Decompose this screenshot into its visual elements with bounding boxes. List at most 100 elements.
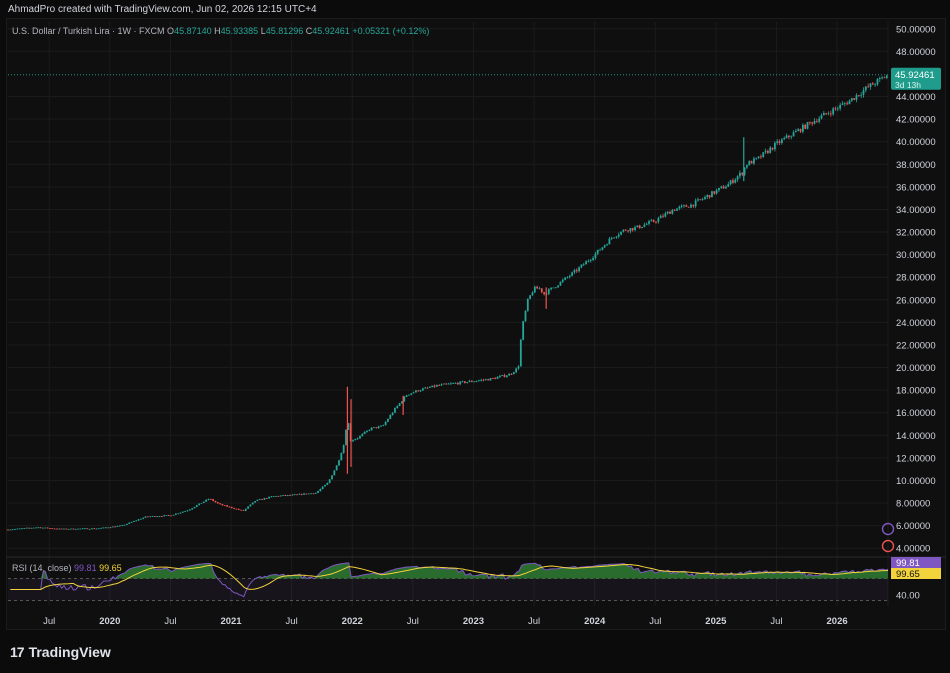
candle-body — [396, 405, 399, 409]
candle-body — [669, 211, 671, 214]
candle-body — [666, 211, 669, 214]
candle-body — [864, 86, 867, 91]
candle-body — [193, 506, 196, 509]
candle-body — [764, 150, 767, 153]
candle-body — [109, 527, 112, 529]
chart-area[interactable] — [6, 18, 946, 630]
candle-body — [725, 186, 727, 189]
rsi-axis-level: 40.00 — [896, 591, 920, 602]
y-axis-label: 34.00000 — [896, 205, 936, 216]
candle-body — [214, 500, 217, 503]
candle-body — [629, 228, 632, 232]
y-axis-label: 48.00000 — [896, 47, 936, 58]
candle-body — [801, 124, 804, 132]
candle-body — [356, 438, 359, 440]
candle-body — [874, 84, 877, 86]
candle-body — [741, 172, 744, 175]
candle-body — [93, 528, 96, 530]
candle-body — [100, 527, 103, 529]
event-marker-icon — [881, 522, 895, 536]
candle-body — [678, 206, 681, 209]
candle-body — [408, 394, 410, 396]
candle-body — [517, 366, 520, 369]
candle-body — [77, 528, 79, 530]
candle-body — [202, 501, 205, 503]
candle-body — [431, 385, 434, 388]
candle-body — [505, 375, 508, 377]
candle-body — [177, 513, 180, 515]
candle-body — [808, 122, 811, 123]
candle-body — [739, 172, 741, 177]
candle-body — [9, 529, 12, 531]
candle-body — [51, 528, 54, 530]
candle-body — [529, 295, 532, 299]
candle-body — [195, 505, 198, 507]
candle-body — [690, 204, 692, 208]
candle-body — [88, 528, 91, 530]
candle-body — [377, 426, 380, 429]
candle-body — [300, 493, 303, 495]
x-axis-label: 2024 — [584, 616, 606, 627]
symbol-legend[interactable]: U.S. Dollar / Turkish Lira · 1W · FXCM O… — [12, 26, 429, 36]
candle-body — [755, 157, 758, 159]
candle-body — [81, 528, 84, 530]
candle-body — [787, 135, 790, 137]
candle-body — [608, 238, 611, 245]
candle-body — [794, 130, 797, 133]
candle-body — [7, 529, 9, 531]
y-axis-label: 12.00000 — [896, 453, 936, 464]
candle-body — [732, 180, 734, 183]
candle-body — [575, 270, 578, 272]
candle-body — [247, 506, 249, 509]
candle-body — [144, 516, 147, 518]
candle-body — [727, 184, 730, 187]
candle-body — [270, 496, 273, 498]
candle-body — [151, 516, 154, 517]
tradingview-logo[interactable]: 17 TradingView — [10, 644, 111, 660]
candle-body — [333, 470, 336, 476]
candle-body — [221, 504, 224, 506]
candle-body — [340, 453, 343, 461]
candle-body — [433, 385, 436, 387]
candle-body — [132, 520, 135, 522]
candle-body — [843, 103, 846, 105]
candle-body — [188, 509, 191, 511]
candle-body — [862, 90, 865, 95]
candle-body — [734, 179, 737, 183]
candle-body — [829, 113, 832, 115]
candle-body — [230, 506, 233, 509]
candle-body — [46, 527, 49, 529]
candle-body — [422, 388, 424, 391]
candle-body — [613, 237, 615, 239]
rsi-legend[interactable]: RSI (14, close) 99.81 99.65 — [12, 563, 122, 573]
candle-body — [631, 228, 634, 231]
candle-body — [456, 382, 459, 385]
candle-body — [540, 288, 543, 293]
candle-body — [298, 493, 301, 495]
candle-body — [718, 187, 720, 191]
candle-body — [515, 368, 518, 373]
candle-body — [683, 205, 685, 207]
y-axis-label: 14.00000 — [896, 431, 936, 442]
candle-body — [641, 226, 643, 229]
candle-body — [338, 460, 340, 466]
candle-body — [773, 142, 776, 150]
candle-body — [146, 516, 149, 518]
candle-body — [818, 118, 821, 122]
x-axis-label: Jul — [649, 616, 661, 627]
candle-body — [659, 215, 662, 219]
candle-body — [557, 285, 560, 288]
candle-body — [23, 528, 26, 529]
candle-body — [394, 408, 396, 413]
candle-body — [60, 528, 63, 530]
candle-body — [426, 387, 429, 389]
candle-body — [885, 75, 888, 78]
candle-body — [125, 523, 128, 525]
price-change: +0.05321 (+0.12%) — [352, 26, 430, 36]
candle-body — [477, 380, 480, 382]
x-axis-label: 2023 — [463, 616, 484, 627]
candle-body — [652, 220, 655, 222]
candle-body — [442, 383, 445, 385]
candle-body — [312, 493, 315, 495]
